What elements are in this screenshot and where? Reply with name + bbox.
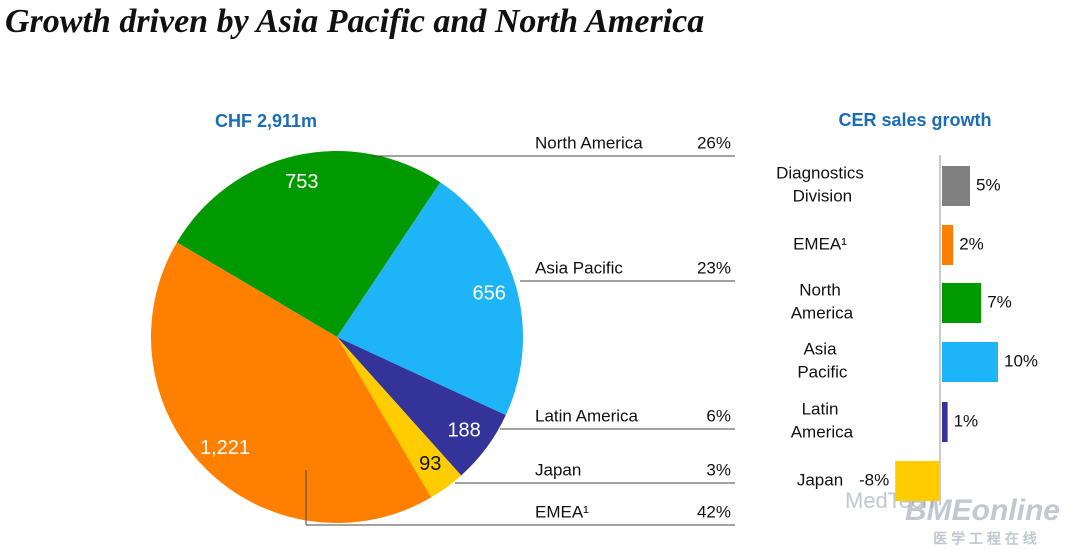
legend-label: EMEA¹ (535, 502, 589, 521)
bar (895, 461, 940, 501)
value-label: 5% (976, 175, 1001, 194)
pie-slice (150, 242, 432, 523)
legend-share: 3% (706, 460, 731, 479)
legend-share: 26% (697, 133, 731, 152)
pie-slice (337, 337, 462, 498)
value-label: 1% (954, 411, 979, 430)
bar (942, 283, 982, 323)
pie-title: CHF 2,911m (215, 111, 317, 131)
page-title: Growth driven by Asia Pacific and North … (5, 3, 704, 40)
watermark: 医 学 工 程 在 线 (933, 531, 1036, 547)
category-label: EMEA¹ (793, 234, 847, 253)
bar (942, 342, 998, 382)
legend-label: North America (535, 133, 643, 152)
pie-slice (176, 151, 441, 337)
legend-label: Latin America (535, 406, 639, 425)
value-label: 7% (987, 292, 1012, 311)
legend-share: 42% (697, 502, 731, 521)
legend-share: 6% (706, 406, 731, 425)
value-label: -8% (859, 470, 889, 489)
bar-title: CER sales growth (838, 110, 991, 130)
legend-label: Japan (535, 460, 581, 479)
legend-share: 23% (697, 258, 731, 277)
pie-slice (337, 182, 524, 416)
slice-label: 753 (285, 171, 318, 193)
slice-label: 93 (419, 453, 441, 475)
bar (942, 402, 948, 442)
value-label: 10% (1004, 351, 1038, 370)
value-label: 2% (959, 234, 984, 253)
slice-label: 1,221 (200, 437, 250, 459)
slice-label: 188 (447, 419, 480, 441)
slice-label: 656 (473, 282, 506, 304)
category-label: Latin America (787, 400, 854, 442)
bar (942, 225, 954, 265)
legend-label: Asia Pacific (535, 258, 623, 277)
category-label: North America (787, 281, 854, 323)
category-label: Diagnostics Division (776, 164, 864, 206)
category-label: Asia Pacific (793, 340, 848, 382)
bar (942, 166, 970, 206)
pie-slice (337, 337, 506, 476)
category-label: Japan (797, 470, 843, 489)
